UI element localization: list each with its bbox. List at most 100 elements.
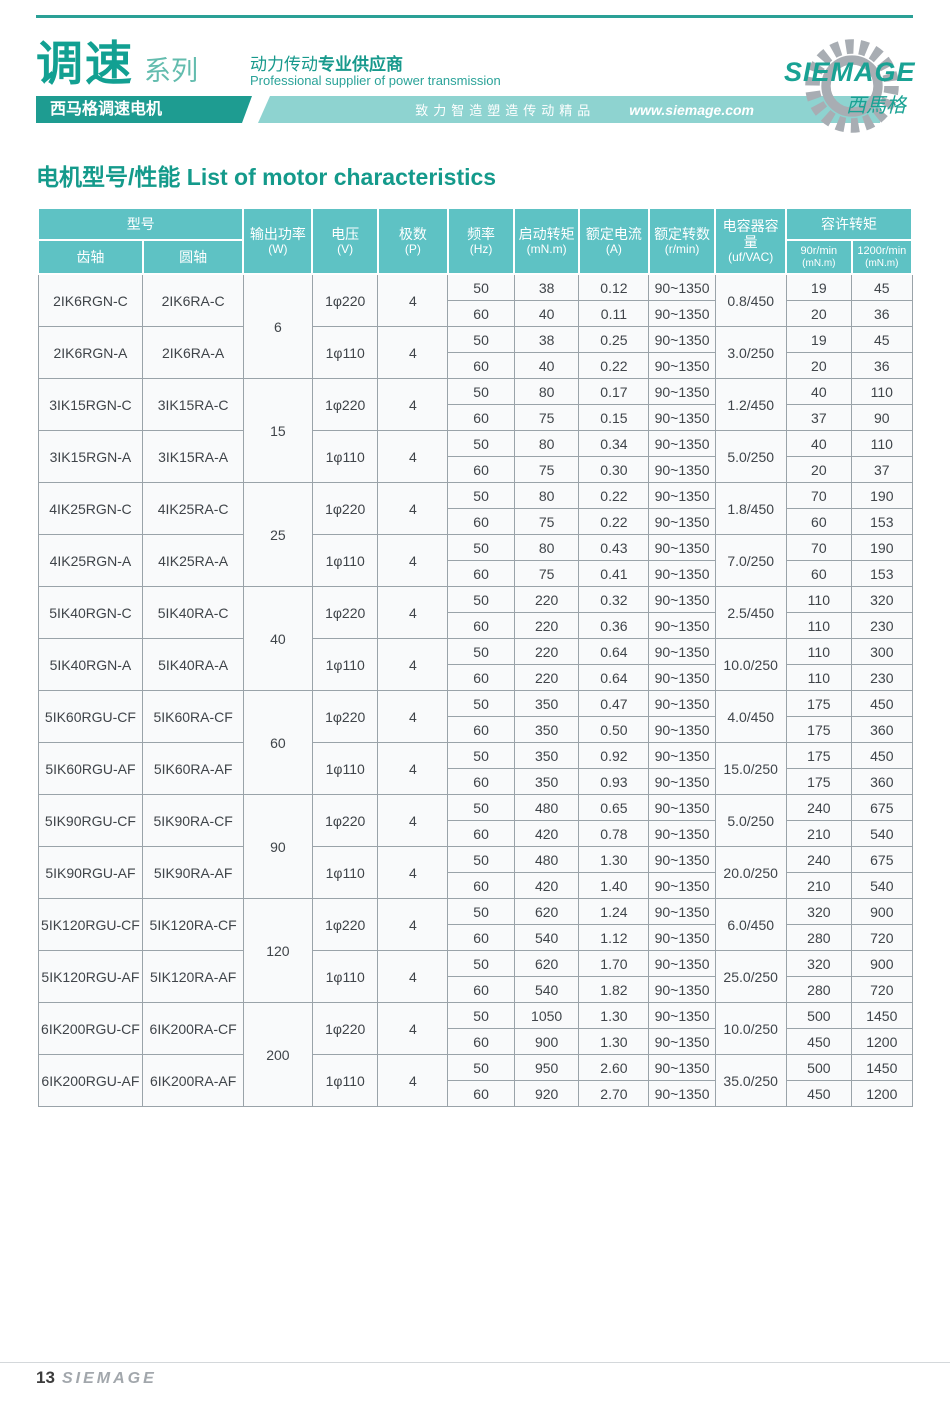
starting-torque-cell: 950	[513, 1054, 580, 1081]
model-gear-shaft-cell: 6IK200RGU-AF	[37, 1054, 144, 1107]
table-row: 6IK200RGU-CF 6IK200RA-CF 200 1φ220 4 50 1050 1.…	[37, 1002, 913, 1107]
col-header-allowable-torque-label: 容许转矩	[821, 216, 878, 232]
starting-torque-cell: 220	[513, 612, 580, 639]
model-round-shaft-cell: 6IK200RA-CF	[142, 1002, 244, 1055]
torque-90-cell: 240	[785, 794, 853, 821]
col-header-starting-torque-label: 启动转矩	[518, 226, 575, 242]
table-row: 60 540 1.12 90~1350 280 720	[38, 924, 913, 951]
rated-speed-cell: 90~1350	[648, 273, 716, 301]
rated-current-cell: 0.43	[578, 534, 650, 561]
torque-1200-cell: 90	[851, 404, 913, 431]
col-header-torque-1200-label: 1200r/min	[857, 244, 907, 257]
model-round-shaft-cell: 5IK120RA-AF	[142, 950, 244, 1003]
model-gear-shaft-cell: 5IK60RGU-CF	[37, 690, 144, 743]
poles-cell: 4	[377, 586, 449, 639]
model-gear-shaft-cell: 4IK25RGN-A	[37, 534, 144, 587]
poles-cell: 4	[377, 638, 449, 691]
starting-torque-cell: 80	[513, 482, 580, 509]
table-row: 3IK15RGN-C 3IK15RA-C 15 1φ220 4 50 80 0.17 90~13…	[37, 378, 913, 483]
rated-current-cell: 0.65	[578, 794, 650, 821]
rated-current-cell: 2.60	[578, 1054, 650, 1081]
table-row: 5IK60RGU-CF 5IK60RA-CF 60 1φ220 4 50 350 0.47 90…	[37, 690, 913, 795]
starting-torque-cell: 480	[513, 846, 580, 873]
frequency-cell: 50	[447, 742, 515, 769]
model-round-shaft-cell: 5IK90RA-CF	[142, 794, 244, 847]
frequency-cell: 50	[447, 1002, 515, 1029]
torque-90-cell: 70	[785, 534, 853, 561]
frequency-cell: 60	[447, 872, 515, 899]
voltage-cell: 1φ110	[311, 950, 379, 1003]
poles-cell: 4	[377, 482, 449, 535]
capacitor-cell: 4.0/450	[714, 690, 787, 743]
torque-90-cell: 175	[785, 742, 853, 769]
rated-speed-cell: 90~1350	[648, 1054, 716, 1081]
poles-cell: 4	[377, 690, 449, 743]
rated-current-cell: 0.50	[578, 716, 650, 743]
table-row: 60 900 1.30 90~1350 450 1200	[38, 1028, 913, 1055]
col-header-model-label: 型号	[126, 216, 155, 232]
table-row: 60 75 0.41 90~1350 60 153	[38, 560, 913, 587]
frequency-cell: 60	[447, 716, 515, 743]
page-title: 电机型号/性能 List of motor characteristics	[36, 164, 497, 190]
frequency-cell: 50	[447, 950, 515, 977]
poles-cell: 4	[377, 742, 449, 795]
voltage-cell: 1φ110	[311, 534, 379, 587]
col-header-rated-current: 额定电流 (A)	[577, 207, 650, 275]
capacitor-cell: 10.0/250	[714, 638, 787, 691]
torque-1200-cell: 360	[851, 768, 913, 795]
poles-cell: 4	[377, 846, 449, 899]
rated-speed-cell: 90~1350	[648, 456, 716, 483]
rated-speed-cell: 90~1350	[648, 664, 716, 691]
rated-current-cell: 1.82	[578, 976, 650, 1003]
voltage-cell: 1φ110	[311, 430, 379, 483]
frequency-cell: 50	[447, 378, 515, 405]
torque-1200-cell: 450	[851, 690, 913, 717]
frequency-cell: 60	[447, 352, 515, 379]
frequency-cell: 50	[447, 794, 515, 821]
torque-1200-cell: 1200	[851, 1080, 913, 1107]
model-round-shaft-cell: 3IK15RA-C	[142, 378, 244, 431]
output-power-cell: 25	[242, 482, 313, 587]
capacitor-cell: 3.0/250	[714, 326, 787, 379]
torque-90-cell: 19	[785, 273, 853, 301]
table-row: 60 350 0.50 90~1350 175 360	[38, 716, 913, 743]
poles-cell: 4	[377, 430, 449, 483]
torque-90-cell: 175	[785, 716, 853, 743]
rated-current-cell: 0.36	[578, 612, 650, 639]
torque-90-cell: 20	[785, 456, 853, 483]
rated-speed-cell: 90~1350	[648, 1002, 716, 1029]
col-header-starting-torque-unit: (mN.m)	[526, 242, 567, 256]
rated-current-cell: 0.93	[578, 768, 650, 795]
torque-90-cell: 320	[785, 950, 853, 977]
model-round-shaft-cell: 5IK90RA-AF	[142, 846, 244, 899]
col-header-model: 型号	[36, 207, 245, 241]
frequency-cell: 50	[447, 586, 515, 613]
voltage-cell: 1φ110	[311, 1054, 379, 1107]
voltage-cell: 1φ110	[311, 326, 379, 379]
poles-cell: 4	[377, 534, 449, 587]
voltage-cell: 1φ110	[311, 742, 379, 795]
col-header-torque-90-unit: (mN.m)	[802, 257, 836, 269]
website-link[interactable]: www.siemage.com	[629, 101, 754, 118]
table-row: 4IK25RGN-C 4IK25RA-C 25 1φ220 4 50 80 0.22 90~13…	[37, 482, 913, 587]
rated-speed-cell: 90~1350	[648, 1028, 716, 1055]
torque-90-cell: 110	[785, 638, 853, 665]
model-gear-shaft-cell: 5IK40RGN-C	[37, 586, 144, 639]
voltage-cell: 1φ220	[311, 482, 379, 535]
logo-wordmark-cn: 西馬格	[846, 95, 906, 117]
rated-speed-cell: 90~1350	[648, 300, 716, 327]
col-header-rated-current-label: 额定电流	[585, 226, 642, 242]
starting-torque-cell: 420	[513, 820, 580, 847]
torque-90-cell: 19	[785, 326, 853, 353]
torque-90-cell: 210	[785, 820, 853, 847]
voltage-cell: 1φ110	[311, 846, 379, 899]
model-gear-shaft-cell: 5IK40RGN-A	[37, 638, 144, 691]
col-header-round-shaft-label: 圆轴	[179, 249, 208, 265]
starting-torque-cell: 920	[513, 1080, 580, 1107]
col-header-capacitor-unit: (uf/VAC)	[728, 250, 774, 264]
torque-90-cell: 210	[785, 872, 853, 899]
torque-1200-cell: 110	[851, 430, 913, 457]
rated-speed-cell: 90~1350	[648, 976, 716, 1003]
starting-torque-cell: 80	[513, 430, 580, 457]
frequency-cell: 60	[447, 1028, 515, 1055]
